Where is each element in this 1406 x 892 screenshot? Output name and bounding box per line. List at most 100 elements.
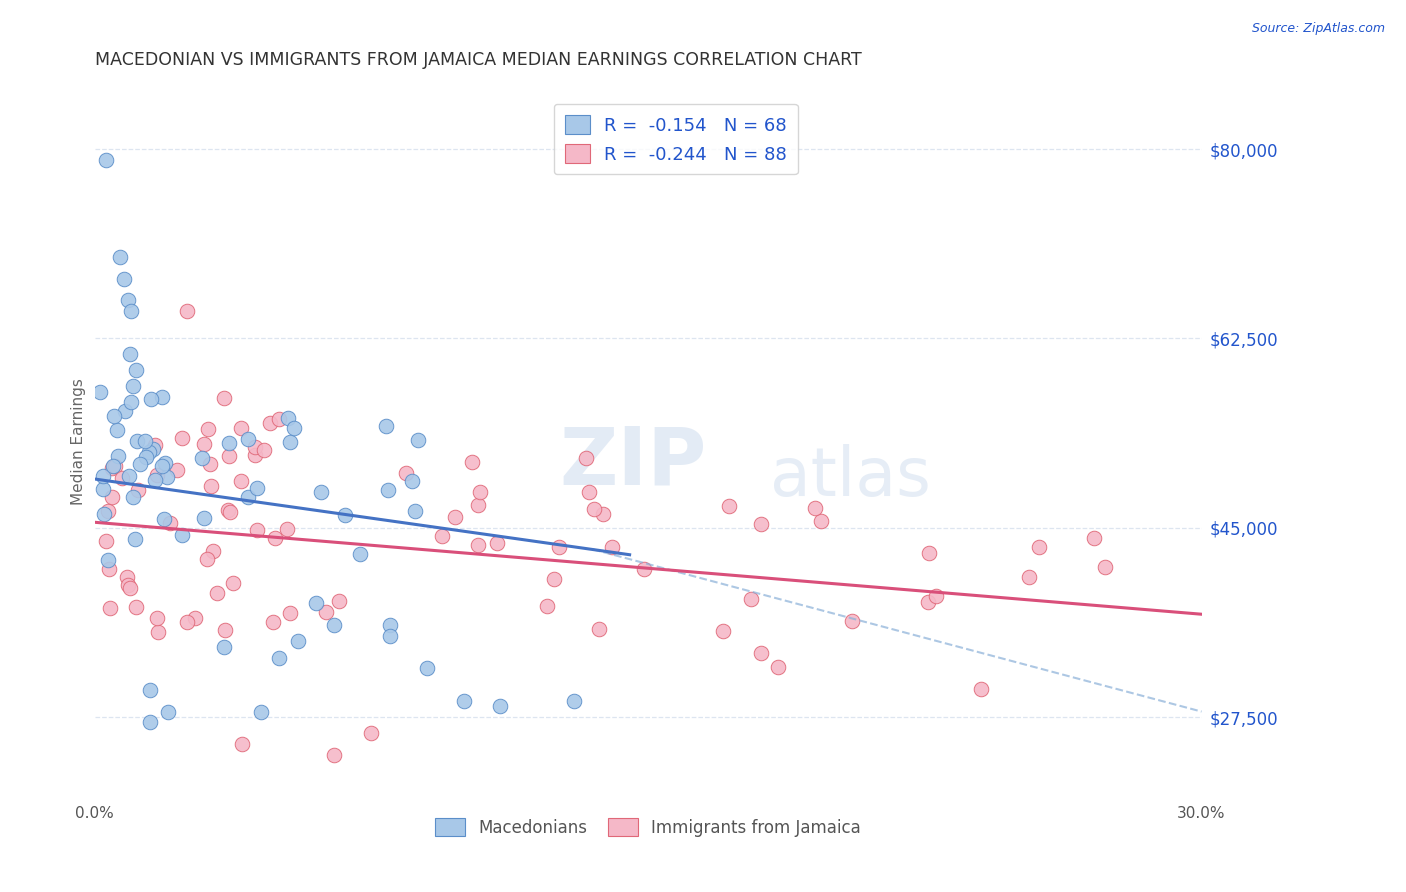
Point	[592, 508, 614, 522]
Point	[118, 347, 141, 361]
Point	[749, 517, 772, 532]
Point	[841, 614, 863, 628]
Point	[97, 553, 120, 567]
Point	[150, 458, 173, 473]
Text: MACEDONIAN VS IMMIGRANTS FROM JAMAICA MEDIAN EARNINGS CORRELATION CHART: MACEDONIAN VS IMMIGRANTS FROM JAMAICA ME…	[94, 51, 862, 69]
Point	[124, 532, 146, 546]
Point	[918, 546, 941, 560]
Point	[218, 505, 240, 519]
Text: Source: ZipAtlas.com: Source: ZipAtlas.com	[1251, 22, 1385, 36]
Point	[117, 293, 139, 308]
Point	[246, 524, 269, 538]
Point	[305, 596, 328, 610]
Point	[101, 490, 124, 504]
Point	[575, 451, 598, 466]
Point	[401, 474, 423, 488]
Point	[111, 471, 134, 485]
Text: atlas: atlas	[770, 444, 931, 510]
Point	[917, 595, 939, 609]
Point	[453, 694, 475, 708]
Point	[125, 599, 148, 614]
Point	[201, 544, 224, 558]
Point	[214, 623, 236, 637]
Point	[249, 705, 271, 719]
Point	[172, 528, 194, 542]
Point	[121, 304, 143, 318]
Point	[114, 404, 136, 418]
Point	[1094, 560, 1116, 574]
Point	[200, 479, 222, 493]
Point	[803, 501, 825, 516]
Point	[432, 529, 454, 543]
Point	[349, 547, 371, 561]
Point	[176, 615, 198, 629]
Point	[395, 466, 418, 480]
Point	[105, 423, 128, 437]
Point	[97, 503, 120, 517]
Point	[278, 606, 301, 620]
Point	[129, 457, 152, 471]
Point	[377, 483, 399, 498]
Point	[122, 378, 145, 392]
Point	[138, 444, 160, 458]
Point	[134, 434, 156, 448]
Point	[103, 459, 125, 474]
Point	[120, 395, 142, 409]
Point	[277, 410, 299, 425]
Point	[489, 699, 512, 714]
Point	[259, 416, 281, 430]
Point	[315, 605, 337, 619]
Point	[135, 450, 157, 465]
Point	[183, 611, 205, 625]
Point	[588, 622, 610, 636]
Point	[222, 575, 245, 590]
Point	[139, 392, 162, 406]
Point	[146, 625, 169, 640]
Point	[1028, 540, 1050, 554]
Point	[198, 457, 221, 471]
Point	[127, 483, 149, 497]
Point	[262, 615, 284, 629]
Point	[193, 511, 215, 525]
Point	[166, 463, 188, 477]
Point	[98, 600, 121, 615]
Y-axis label: Median Earnings: Median Earnings	[72, 377, 86, 505]
Point	[246, 481, 269, 495]
Point	[468, 485, 491, 500]
Point	[323, 618, 346, 632]
Point	[236, 491, 259, 505]
Point	[143, 473, 166, 487]
Point	[243, 448, 266, 462]
Point	[146, 467, 169, 482]
Point	[236, 432, 259, 446]
Point	[245, 440, 267, 454]
Point	[970, 682, 993, 697]
Point	[253, 443, 276, 458]
Text: ZIP: ZIP	[560, 424, 707, 501]
Point	[110, 250, 132, 264]
Point	[212, 640, 235, 654]
Point	[1083, 531, 1105, 545]
Point	[267, 412, 290, 426]
Point	[91, 482, 114, 496]
Point	[231, 474, 253, 488]
Point	[103, 409, 125, 423]
Point	[718, 500, 741, 514]
Point	[157, 705, 180, 719]
Point	[142, 442, 165, 456]
Point	[543, 572, 565, 586]
Point	[283, 420, 305, 434]
Point	[143, 437, 166, 451]
Point	[125, 434, 148, 449]
Point	[713, 624, 735, 639]
Point	[107, 449, 129, 463]
Point	[94, 534, 117, 549]
Point	[583, 502, 606, 516]
Point	[267, 650, 290, 665]
Point	[176, 304, 198, 318]
Point	[191, 450, 214, 465]
Point	[810, 514, 832, 528]
Point	[536, 599, 558, 613]
Point	[486, 536, 509, 550]
Point	[118, 581, 141, 595]
